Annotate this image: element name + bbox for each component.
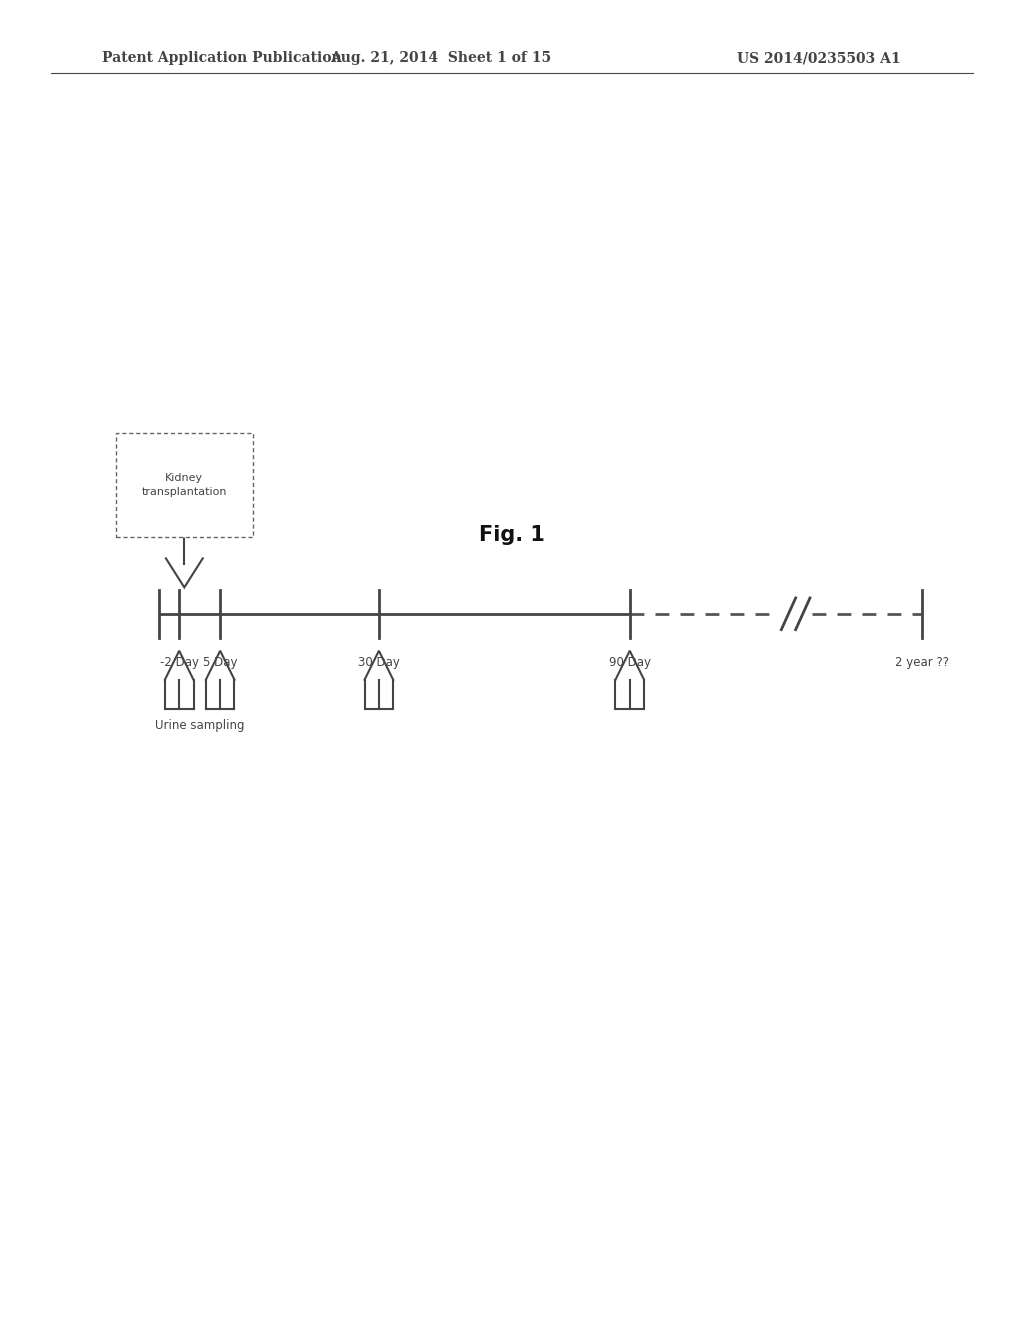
Text: Patent Application Publication: Patent Application Publication [102,51,342,65]
Text: 30 Day: 30 Day [358,656,399,669]
Text: US 2014/0235503 A1: US 2014/0235503 A1 [737,51,901,65]
Text: Kidney
transplantation: Kidney transplantation [141,473,227,498]
FancyBboxPatch shape [116,433,253,537]
Text: 5 Day: 5 Day [203,656,238,669]
Text: Aug. 21, 2014  Sheet 1 of 15: Aug. 21, 2014 Sheet 1 of 15 [330,51,551,65]
Text: -2 Day: -2 Day [160,656,199,669]
Text: 2 year ??: 2 year ?? [895,656,948,669]
Text: Fig. 1: Fig. 1 [479,524,545,545]
Text: 90 Day: 90 Day [608,656,651,669]
Text: Urine sampling: Urine sampling [155,719,245,733]
